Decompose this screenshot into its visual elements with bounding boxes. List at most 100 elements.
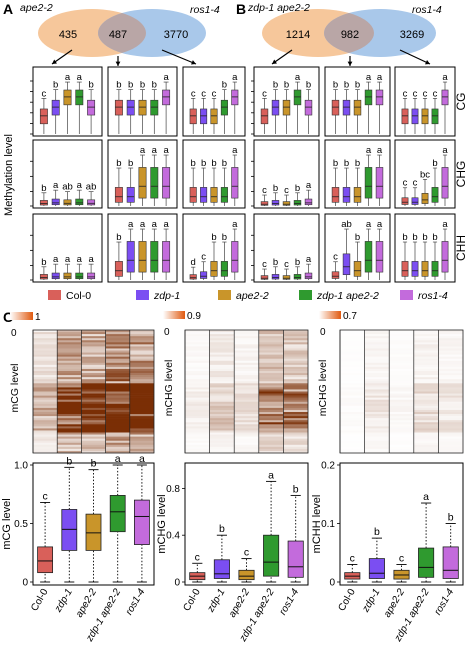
box-zdp-1 ape2-2 <box>263 534 280 577</box>
significance-letter: c <box>262 185 267 196</box>
heat-cell <box>57 407 82 411</box>
heat-cell <box>129 428 154 431</box>
significance-letter: a <box>128 219 134 230</box>
heat-cell <box>209 438 235 441</box>
legend-item: ros1-4 <box>400 290 448 302</box>
heat-cell <box>105 412 130 415</box>
heat-cell <box>185 368 210 372</box>
heat-cell <box>283 450 308 454</box>
heat-cell <box>283 436 308 439</box>
heat-cell <box>57 391 82 394</box>
heat-cell <box>340 418 365 421</box>
heat-cell <box>57 395 82 398</box>
heat-cell <box>209 430 235 433</box>
heat-cell <box>438 403 463 407</box>
heat-cell <box>105 340 130 343</box>
heat-cell <box>413 395 439 398</box>
heat-cell <box>105 348 130 351</box>
heat-cell <box>340 407 365 411</box>
venn-left-label: ape2-2 <box>20 2 53 14</box>
heat-cell <box>283 373 308 376</box>
box-ros1-4 <box>287 540 304 578</box>
heat-cell <box>364 442 390 446</box>
heat-cell <box>283 340 308 343</box>
heat-cell <box>389 352 414 355</box>
heat-cell <box>33 440 58 444</box>
significance-letter: b <box>116 80 121 91</box>
heat-cell <box>438 416 463 419</box>
heat-cell <box>340 438 365 441</box>
heat-cell <box>283 354 308 357</box>
heat-cell <box>33 432 58 435</box>
heat-cell <box>283 428 308 431</box>
heat-cell <box>364 430 390 433</box>
heat-cell <box>234 360 259 364</box>
box-ros1-4 <box>304 272 313 280</box>
heat-cell <box>234 332 259 335</box>
heat-cell <box>209 399 235 403</box>
heat-cell <box>258 387 284 390</box>
significance-letter: b <box>355 232 360 243</box>
venn-right-label: ros1-4 <box>190 4 220 16</box>
heat-frame <box>184 329 309 454</box>
category-label: ros1-4 <box>433 587 457 617</box>
heat-cell <box>438 450 463 454</box>
heat-cell <box>81 403 106 407</box>
heat-cell <box>33 395 58 398</box>
heat-cell <box>389 403 414 407</box>
box-zdp-1 <box>213 559 230 579</box>
heat-cell <box>389 389 414 392</box>
heat-cell <box>57 360 82 364</box>
heat-cell <box>413 356 439 359</box>
heat-cell <box>283 360 308 364</box>
heat-cell <box>340 368 365 372</box>
box-ros1-4 <box>87 99 96 116</box>
significance-letter: a <box>139 453 145 465</box>
significance-letter: b <box>211 158 216 169</box>
heat-cell <box>129 334 154 337</box>
heat-cell <box>129 444 154 448</box>
heat-cell <box>364 348 390 351</box>
heat-cell <box>283 403 308 407</box>
significance-letter: a <box>77 254 83 265</box>
heat-cell <box>129 432 154 435</box>
heat-cell <box>389 420 414 423</box>
heat-cell <box>438 377 463 380</box>
heat-cell <box>389 379 414 382</box>
y-tick-label: 0.2 <box>321 461 335 472</box>
heat-cell <box>209 416 235 419</box>
heat-cell <box>340 397 365 400</box>
heat-cell <box>389 430 414 433</box>
heat-cell <box>129 366 154 370</box>
heat-cell <box>340 377 365 380</box>
heat-cell <box>340 389 365 392</box>
heat-cell <box>105 358 130 362</box>
heat-cell <box>340 416 365 419</box>
heat-cell <box>413 348 439 351</box>
heat-cell <box>105 430 130 433</box>
heat-cell <box>364 414 390 417</box>
color-scale <box>319 311 341 319</box>
legend: Col-0 zdp-1 ape2-2 zdp-1 ape2-2 ros1-4 <box>48 290 448 302</box>
heat-axis-label: mCHG level <box>317 360 329 417</box>
heat-cell <box>283 366 308 370</box>
heat-cell <box>57 414 82 417</box>
heat-cell <box>364 401 390 405</box>
box-zdp-1 <box>126 187 135 203</box>
venn-arrow-head <box>425 59 430 65</box>
box-zdp-1 <box>271 99 280 116</box>
heat-cell <box>33 420 58 423</box>
heat-cell <box>438 350 463 353</box>
heat-cell <box>258 375 284 378</box>
box-zdp-1 <box>51 272 60 280</box>
heat-cell <box>413 373 439 376</box>
heat-cell <box>209 330 235 333</box>
grid-cell-frame <box>324 139 391 209</box>
heat-cell <box>234 442 259 446</box>
heat-cell <box>129 414 154 417</box>
heat-cell <box>185 338 210 341</box>
box-ape2-2 <box>353 99 362 116</box>
heat-cell <box>413 418 439 421</box>
heat-cell <box>81 389 106 392</box>
